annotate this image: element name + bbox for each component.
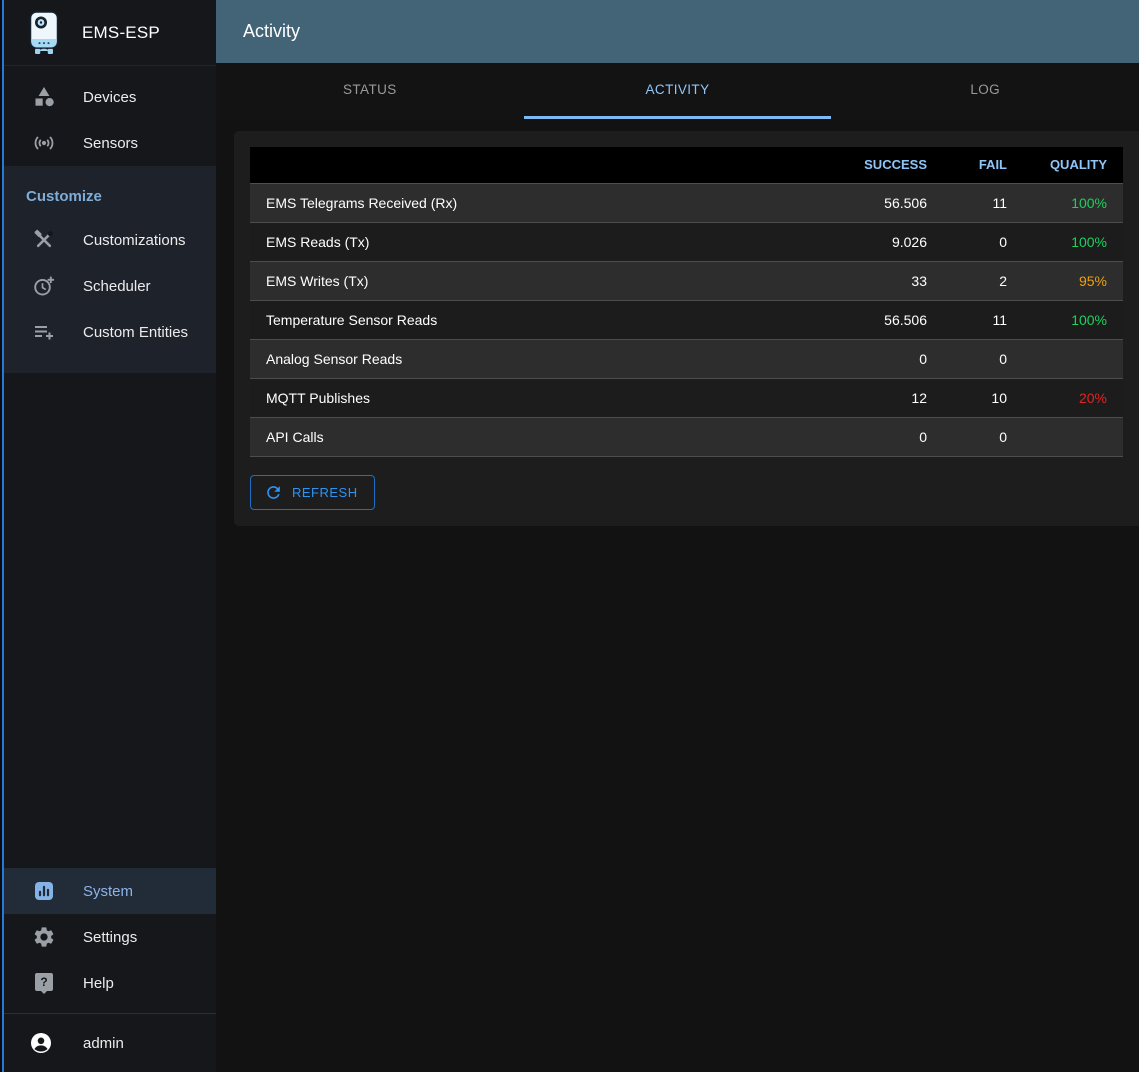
cell-success: 9.026 [825, 222, 943, 262]
table-header-row: SUCCESS FAIL QUALITY [250, 147, 1123, 184]
cell-success: 56.506 [825, 300, 943, 340]
cell-name: EMS Telegrams Received (Rx) [250, 183, 825, 223]
sidebar-item-label: Scheduler [83, 277, 151, 295]
cell-quality [1023, 417, 1123, 457]
sensors-icon [32, 131, 56, 155]
page-title: Activity [243, 21, 301, 41]
refresh-button[interactable]: REFRESH [250, 474, 375, 510]
cell-success: 0 [825, 417, 943, 457]
appbar: Activity [216, 0, 1139, 63]
app-title: EMS-ESP [82, 22, 160, 42]
column-header-quality: QUALITY [1023, 147, 1123, 184]
cell-success: 0 [825, 339, 943, 379]
cell-quality: 20% [1023, 378, 1123, 418]
sidebar-item-label: Customizations [83, 231, 186, 249]
sidebar-item-settings[interactable]: Settings [4, 914, 216, 960]
cell-fail: 2 [943, 261, 1023, 301]
table-row: Temperature Sensor Reads 56.506 11 100% [250, 300, 1123, 340]
cell-name: Temperature Sensor Reads [250, 300, 825, 340]
cell-fail: 0 [943, 339, 1023, 379]
cell-name: EMS Writes (Tx) [250, 261, 825, 301]
table-row: API Calls 0 0 [250, 417, 1123, 457]
help-icon: ? [32, 971, 56, 995]
browser-edge-strip [0, 0, 4, 1072]
main-content: Activity STATUS ACTIVITY LOG SUCCESS FAI… [216, 0, 1139, 1072]
activity-card: SUCCESS FAIL QUALITY EMS Telegrams Recei… [234, 131, 1139, 526]
refresh-button-label: REFRESH [292, 484, 358, 500]
sidebar-user-menu[interactable]: admin [4, 1014, 216, 1072]
sidebar-divider [4, 1013, 216, 1014]
cell-success: 56.506 [825, 183, 943, 223]
refresh-icon [267, 485, 280, 499]
cell-fail: 11 [943, 183, 1023, 223]
cell-success: 12 [825, 378, 943, 418]
playlist-add-icon [32, 320, 56, 344]
column-header-success: SUCCESS [825, 147, 943, 184]
table-row: EMS Reads (Tx) 9.026 0 100% [250, 222, 1123, 262]
table-row: Analog Sensor Reads 0 0 [250, 339, 1123, 379]
sidebar-spacer [4, 373, 216, 868]
svg-text:?: ? [40, 975, 47, 989]
cell-quality: 100% [1023, 222, 1123, 262]
more-time-icon [32, 274, 56, 298]
tab-bar: STATUS ACTIVITY LOG [216, 63, 1139, 119]
sidebar-item-customizations[interactable]: Customizations [4, 217, 216, 263]
cell-fail: 11 [943, 300, 1023, 340]
sidebar-nav-top: Devices Sensors [4, 66, 216, 166]
gear-icon [32, 925, 56, 949]
column-header-fail: FAIL [943, 147, 1023, 184]
cell-fail: 0 [943, 222, 1023, 262]
sidebar-item-label: Settings [83, 928, 138, 946]
sidebar-item-help[interactable]: ? Help [4, 960, 216, 1006]
sidebar-item-system[interactable]: System [4, 868, 216, 914]
cell-name: MQTT Publishes [250, 378, 825, 418]
sidebar-item-sensors[interactable]: Sensors [4, 120, 216, 166]
activity-stats-table: SUCCESS FAIL QUALITY EMS Telegrams Recei… [250, 147, 1123, 457]
customize-section-header: Customize [26, 188, 102, 205]
column-header-name [250, 147, 825, 184]
sidebar-item-label: System [83, 882, 134, 900]
cell-success: 33 [825, 261, 943, 301]
account-circle-icon [29, 1031, 53, 1055]
app-logo-row: EMS-ESP [4, 0, 216, 66]
cell-fail: 10 [943, 378, 1023, 418]
sidebar-item-label: Sensors [83, 134, 139, 152]
sidebar-item-custom-entities[interactable]: Custom Entities [4, 309, 216, 355]
tab-log[interactable]: LOG [970, 82, 1001, 97]
sidebar: EMS-ESP Devices Sensors Customize [4, 0, 216, 1072]
analytics-icon [32, 879, 56, 903]
category-icon [32, 85, 56, 109]
cell-fail: 0 [943, 417, 1023, 457]
cell-quality: 100% [1023, 300, 1123, 340]
cell-name: EMS Reads (Tx) [250, 222, 825, 262]
table-row: EMS Writes (Tx) 33 2 95% [250, 261, 1123, 301]
sidebar-nav-bottom: System Settings ? Help [4, 868, 216, 1072]
cell-quality: 95% [1023, 261, 1123, 301]
table-row: EMS Telegrams Received (Rx) 56.506 11 100% [250, 183, 1123, 223]
user-name-label: admin [83, 1034, 124, 1052]
boiler-logo-icon [29, 10, 59, 54]
cell-quality: 100% [1023, 183, 1123, 223]
sidebar-item-scheduler[interactable]: Scheduler [4, 263, 216, 309]
cell-name: API Calls [250, 417, 825, 457]
tab-activity[interactable]: ACTIVITY [523, 63, 832, 119]
sidebar-item-label: Devices [83, 88, 137, 106]
sidebar-item-label: Custom Entities [83, 323, 189, 341]
construction-icon [32, 228, 56, 252]
sidebar-customize-section: Customize Customizations Schedul [4, 166, 216, 373]
sidebar-item-label: Help [83, 974, 114, 992]
tab-status[interactable]: STATUS [343, 82, 397, 97]
table-row: MQTT Publishes 12 10 20% [250, 378, 1123, 418]
sidebar-item-devices[interactable]: Devices [4, 74, 216, 120]
cell-name: Analog Sensor Reads [250, 339, 825, 379]
cell-quality [1023, 339, 1123, 379]
